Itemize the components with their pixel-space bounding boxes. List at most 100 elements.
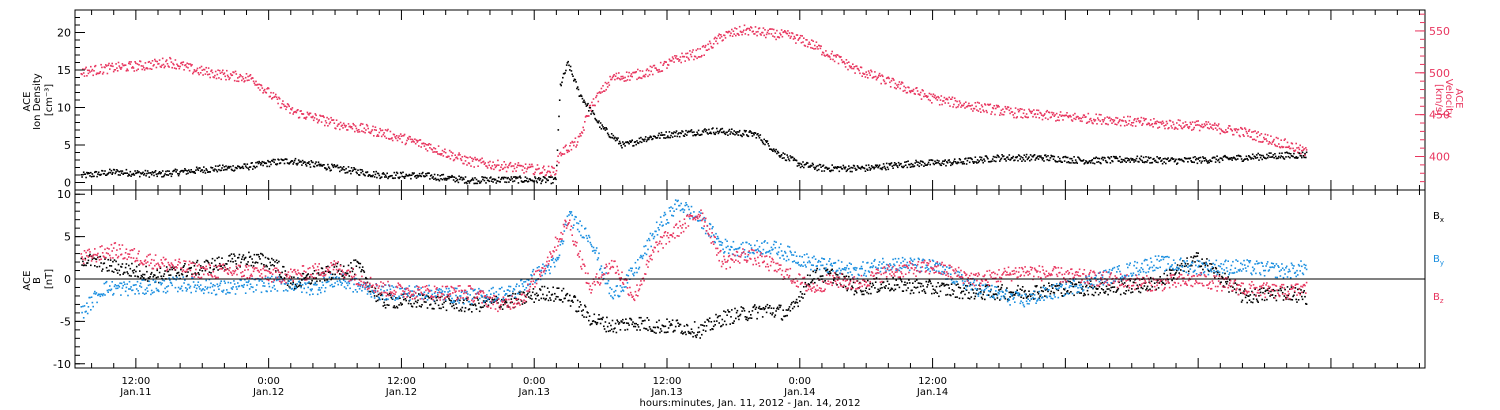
velocity-point	[219, 72, 222, 74]
velocity-point	[730, 32, 732, 35]
density-point	[1022, 158, 1025, 161]
density-point	[966, 159, 969, 162]
velocity-point	[627, 75, 630, 78]
field-bx-point	[676, 319, 679, 321]
field-bx-point	[1294, 287, 1297, 289]
velocity-point	[1017, 108, 1019, 111]
velocity-point	[559, 151, 562, 154]
velocity-point	[128, 61, 131, 63]
velocity-point	[1216, 129, 1218, 131]
density-point	[417, 176, 419, 178]
velocity-point	[414, 142, 417, 145]
field-bx-point	[855, 291, 858, 294]
field-bx-point	[904, 281, 906, 284]
density-point	[784, 153, 786, 155]
density-point	[1261, 158, 1263, 161]
density-point	[1074, 162, 1076, 164]
density-point	[798, 164, 800, 167]
field-bx-point	[98, 265, 101, 268]
velocity-point	[821, 53, 823, 56]
velocity-point	[105, 65, 108, 67]
field-by-point	[177, 286, 180, 289]
field-bx-point	[85, 264, 87, 267]
field-bx-point	[150, 273, 152, 275]
field-bx-point	[664, 325, 667, 328]
velocity-point	[929, 99, 931, 102]
field-bx-point	[1008, 291, 1011, 294]
density-point	[395, 171, 398, 174]
field-bx-point	[217, 269, 219, 271]
density-point	[401, 175, 403, 178]
velocity-point	[1123, 116, 1125, 118]
velocity-point	[1102, 120, 1105, 123]
velocity-point	[761, 31, 763, 34]
density-point	[968, 157, 970, 159]
velocity-point	[941, 103, 943, 106]
density-point	[1206, 160, 1208, 163]
field-bx-point	[595, 323, 598, 326]
density-point	[103, 172, 106, 175]
field-bx-point	[1010, 291, 1013, 294]
velocity-point	[325, 122, 328, 124]
density-point	[1240, 158, 1243, 160]
density-point	[892, 167, 894, 169]
velocity-point	[162, 63, 165, 66]
field-bx-point	[253, 253, 256, 256]
density-point	[1048, 159, 1051, 162]
velocity-point	[437, 145, 440, 147]
density-point	[269, 161, 271, 163]
density-point	[308, 161, 310, 163]
field-bx-point	[901, 280, 903, 283]
velocity-point	[672, 58, 675, 60]
density-point	[1257, 152, 1259, 155]
field-bx-point	[1051, 284, 1053, 286]
density-point	[391, 174, 393, 177]
velocity-point	[851, 67, 853, 70]
field-bx-point	[1033, 290, 1036, 293]
velocity-point	[468, 162, 471, 165]
velocity-point	[449, 158, 452, 160]
field-bx-point	[90, 264, 92, 267]
velocity-point	[931, 102, 933, 104]
field-bx-point	[763, 308, 765, 311]
field-bx-point	[490, 302, 493, 304]
density-point	[1114, 157, 1116, 160]
field-bx-point	[263, 264, 265, 266]
velocity-point	[937, 95, 939, 98]
field-bx-point	[652, 330, 654, 332]
field-bx-point	[557, 296, 559, 298]
density-point	[645, 140, 648, 143]
velocity-point	[514, 163, 517, 165]
velocity-point	[637, 68, 639, 71]
velocity-point	[403, 134, 405, 137]
field-bx-point	[293, 288, 296, 290]
field-bx-point	[945, 294, 947, 296]
velocity-point	[244, 80, 246, 82]
velocity-point	[950, 98, 953, 100]
density-point	[478, 180, 480, 182]
field-bx-point	[1192, 256, 1195, 259]
field-bx-point	[357, 261, 359, 264]
velocity-point	[562, 153, 564, 155]
density-point	[193, 171, 196, 173]
field-bx-point	[320, 267, 323, 269]
field-by-point	[109, 289, 112, 292]
field-bx-point	[1285, 296, 1287, 299]
density-point	[1259, 154, 1261, 156]
density-point	[1123, 160, 1126, 162]
density-point	[908, 163, 910, 166]
field-bx-point	[748, 310, 750, 313]
density-point	[1029, 159, 1031, 162]
density-point	[170, 175, 173, 178]
density-point	[324, 167, 327, 169]
velocity-point	[404, 143, 407, 146]
field-bx-point	[183, 265, 185, 267]
velocity-point	[742, 31, 744, 33]
field-bx-point	[803, 286, 805, 288]
velocity-point	[89, 71, 91, 73]
density-point	[1287, 155, 1290, 158]
density-point	[572, 75, 574, 77]
field-bx-point	[738, 314, 741, 317]
velocity-point	[1289, 147, 1291, 150]
field-bx-point	[131, 270, 134, 272]
